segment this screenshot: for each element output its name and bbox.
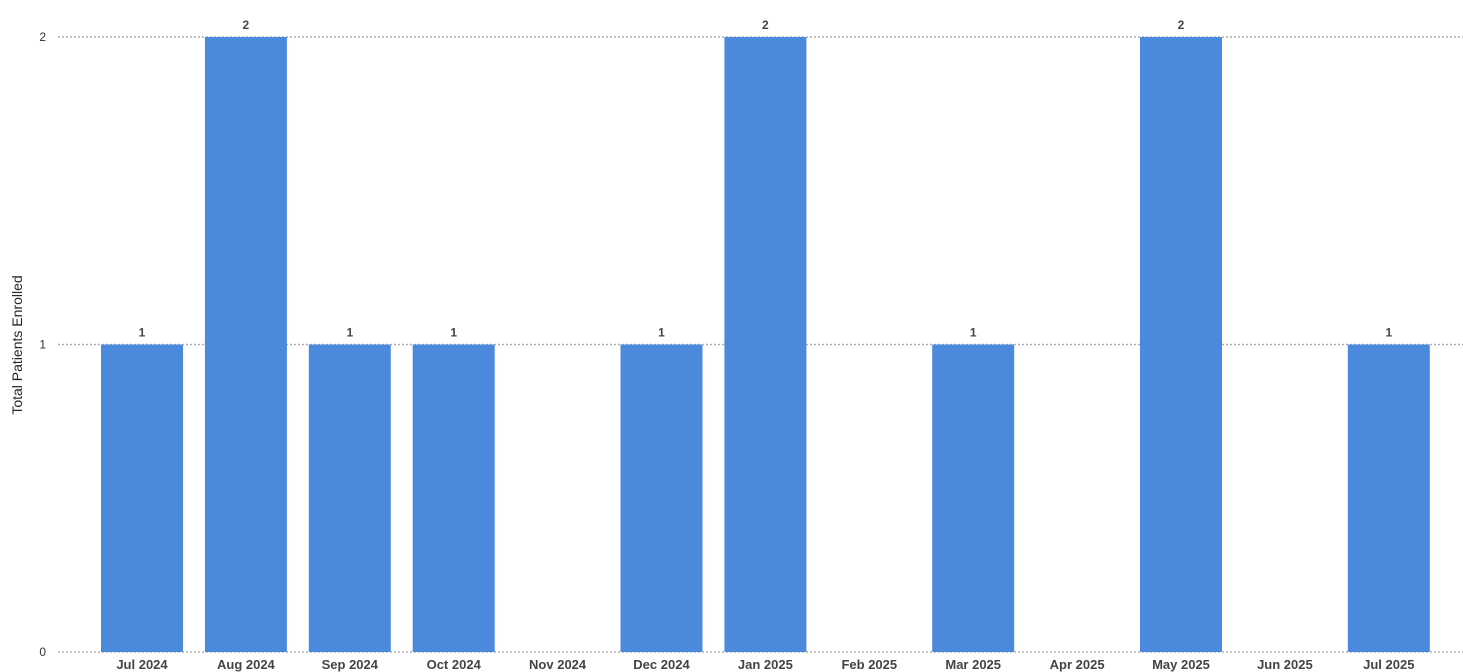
x-tick-label: Nov 2024 <box>529 657 587 672</box>
x-tick-label: Feb 2025 <box>841 657 897 672</box>
data-label: 1 <box>658 326 665 340</box>
bar-mar-2025[interactable] <box>932 344 1015 653</box>
x-tick-label: Mar 2025 <box>945 657 1001 672</box>
bar-jul-2025[interactable] <box>1347 344 1430 653</box>
x-tick-label: Apr 2025 <box>1050 657 1105 672</box>
y-tick-label: 2 <box>39 30 46 44</box>
y-axis-ticks: 0 1 2 <box>39 30 46 659</box>
data-labels: 1 2 1 1 1 2 1 2 1 <box>139 18 1393 340</box>
data-label: 2 <box>762 18 769 32</box>
bar-jul-2024[interactable] <box>101 344 183 653</box>
y-axis-title: Total Patients Enrolled <box>9 275 25 414</box>
data-label: 2 <box>243 18 250 32</box>
x-tick-label: Sep 2024 <box>322 657 379 672</box>
x-tick-label: Jul 2024 <box>116 657 168 672</box>
bar-sep-2024[interactable] <box>308 344 391 653</box>
x-tick-label: Jul 2025 <box>1363 657 1414 672</box>
y-tick-label: 1 <box>39 338 46 352</box>
bar-may-2025[interactable] <box>1140 37 1222 652</box>
bar-oct-2024[interactable] <box>412 344 495 653</box>
bars <box>101 37 1430 652</box>
x-axis-ticks: Jul 2024 Aug 2024 Sep 2024 Oct 2024 Nov 2024… <box>116 657 1414 672</box>
bar-jan-2025[interactable] <box>724 37 807 652</box>
y-tick-label: 0 <box>39 645 46 659</box>
x-tick-label: Jan 2025 <box>738 657 793 672</box>
data-label: 1 <box>1385 326 1392 340</box>
x-tick-label: Dec 2024 <box>633 657 690 672</box>
x-tick-label: Jun 2025 <box>1257 657 1313 672</box>
data-label: 1 <box>346 326 353 340</box>
data-label: 2 <box>1178 18 1185 32</box>
bar-aug-2024[interactable] <box>204 37 287 652</box>
x-tick-label: Aug 2024 <box>217 657 276 672</box>
bar-dec-2024[interactable] <box>620 344 703 653</box>
x-tick-label: Oct 2024 <box>427 657 482 672</box>
data-label: 1 <box>139 326 146 340</box>
data-label: 1 <box>450 326 457 340</box>
x-tick-label: May 2025 <box>1152 657 1210 672</box>
data-label: 1 <box>970 326 977 340</box>
